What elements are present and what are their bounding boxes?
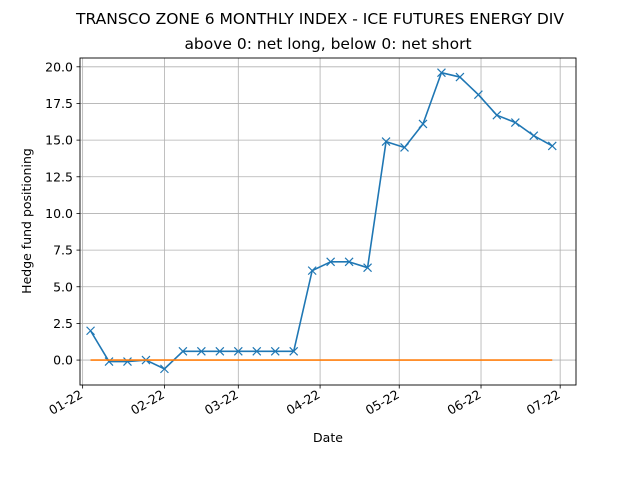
data-point	[289, 346, 299, 356]
y-tick-label: 17.5	[45, 96, 73, 111]
y-tick-label: 12.5	[45, 169, 73, 184]
data-point	[547, 141, 557, 151]
data-point	[104, 357, 114, 366]
chart-title: TRANSCO ZONE 6 MONTHLY INDEX - ICE FUTUR…	[75, 10, 564, 28]
data-point	[252, 346, 262, 356]
y-tick-label: 5.0	[53, 279, 73, 294]
data-point	[270, 346, 280, 356]
data-point	[178, 346, 188, 356]
data-point	[196, 346, 206, 356]
data-point	[381, 137, 391, 147]
data-point	[418, 119, 428, 129]
data-point	[215, 346, 225, 356]
y-tick-label: 0.0	[53, 353, 73, 368]
chart-subtitle: above 0: net long, below 0: net short	[184, 35, 471, 53]
y-tick-label: 10.0	[45, 206, 73, 221]
data-point	[473, 90, 483, 100]
data-point	[400, 143, 409, 152]
data-point	[326, 257, 336, 267]
y-tick-label: 15.0	[45, 133, 73, 148]
grid	[80, 58, 576, 385]
data-point	[363, 263, 372, 273]
data-point	[437, 68, 446, 78]
data-point	[307, 266, 317, 276]
data-point	[233, 346, 243, 356]
data-point	[455, 72, 465, 82]
x-axis-label: Date	[313, 430, 343, 445]
data-point	[86, 326, 95, 336]
data-point	[344, 257, 354, 267]
data-point	[160, 364, 169, 374]
plot-frame	[79, 57, 577, 386]
y-tick-label: 20.0	[45, 59, 73, 74]
data-point	[529, 131, 539, 141]
y-tick-label: 7.5	[53, 243, 73, 258]
y-axis-label: Hedge fund positioning	[19, 148, 34, 294]
y-tick-label: 2.5	[53, 316, 73, 331]
plot-data	[86, 68, 557, 374]
data-point	[492, 110, 502, 120]
data-point	[510, 118, 520, 127]
data-point	[123, 357, 132, 366]
